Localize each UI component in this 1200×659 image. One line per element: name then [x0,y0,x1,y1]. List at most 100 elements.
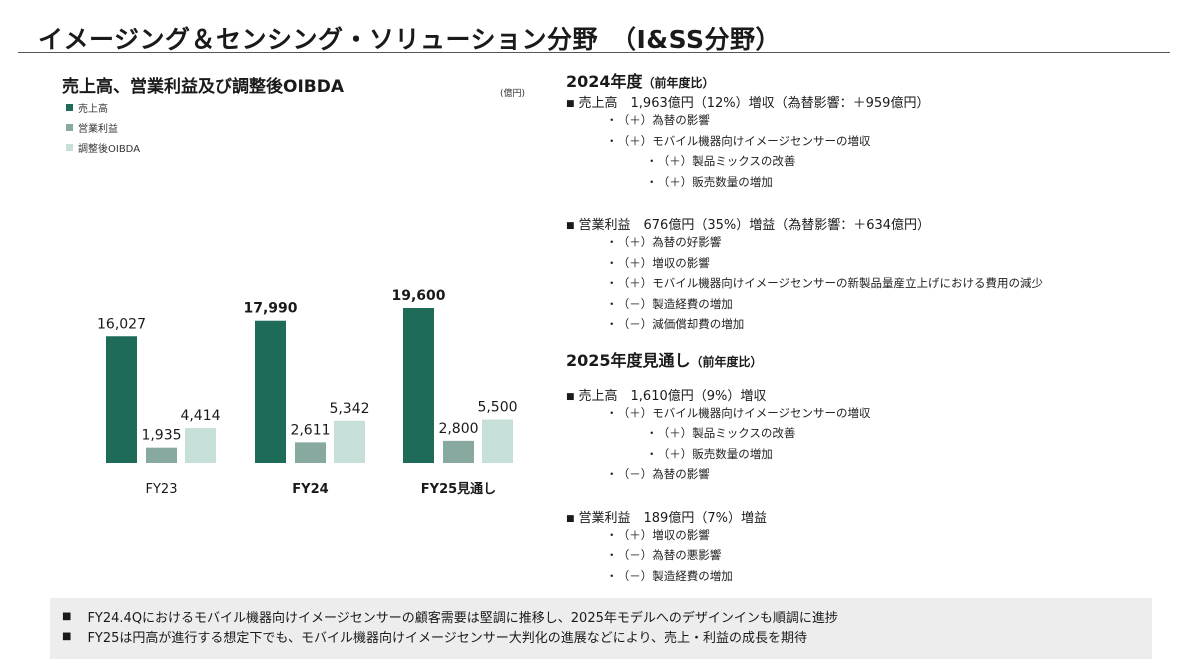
summary-box: ■ FY24.4Qにおけるモバイル機器向けイメージセンサーの顧客需要は堅調に推移… [50,598,1152,659]
bullet-dot: ・ [646,426,658,440]
factor-sign: （＋） [663,174,693,189]
factor-text: 増収の影響 [652,255,710,270]
bullet-square-icon: ■ [566,99,575,109]
bullet-dot: ・ [606,405,618,420]
bullet-dot: ・ [606,113,618,127]
factor-item: ・ （＋）増収の影響 [566,255,1176,276]
factor-text: 製品ミックスの改善 [692,154,796,168]
bullet-dot: ・ [606,276,618,290]
bullet-square-icon: ■ [566,391,575,402]
bullet-dot: ・ [606,568,618,583]
factor-item: ・ （＋）為替の好影響 [566,234,1176,255]
factor-item: ・ （－）為替の影響 [566,466,1176,487]
legend-item-operating-income: 営業利益 [66,117,140,137]
bar-oibda-2 [482,419,513,463]
bullet-heading: ■ 営業利益 189億円（7%）増益 [566,507,1176,527]
bullet-dot: ・ [606,255,618,270]
legend-label-sales: 売上高 [78,103,108,115]
section-title-0: 2024年度（前年度比） [566,68,1176,92]
bar-operating-income-2 [443,440,474,463]
bar-oibda-1 [334,420,365,463]
bullet-heading-text: 営業利益 189億円（7%）増益 [578,510,767,526]
bar-sales-2 [403,308,434,463]
category-label-1: FY24 [292,482,328,497]
section-title-text: 2024年度 [566,72,643,91]
factor-text: 販売数量の増加 [692,446,773,461]
bar-operating-income-0 [146,447,177,463]
factor-item: ・ （＋）為替の影響 [566,112,1176,133]
category-label-2: FY25見通し [421,481,496,497]
factor-text: 為替の影響 [652,113,710,127]
factor-text: 減価償却費の増加 [652,317,745,331]
bullet-dot: ・ [606,467,618,481]
factor-text: 製品ミックスの改善 [692,426,796,440]
bullet-heading: ■ 売上高 1,610億円（9%）増収 [566,385,1176,405]
factor-item: ・ （－）製造経費の増加 [566,568,1176,589]
factor-sign: （＋） [623,133,653,148]
factor-sign: （－） [623,548,653,562]
factor-sign: （－） [623,296,653,311]
factor-item: ・ （＋）モバイル機器向けイメージセンサーの増収 [566,405,1176,426]
bullet-dot: ・ [606,527,618,542]
factor-sign: （＋） [623,113,653,127]
data-label-operating-income-2: 2,800 [438,421,478,437]
bullet-square-icon: ■ [566,513,575,524]
factor-item: ・ （＋）販売数量の増加 [566,174,1176,195]
factor-text: 販売数量の増加 [692,174,773,189]
bullet-dot: ・ [646,174,658,189]
factor-sign: （－） [623,317,653,331]
factor-item: ・ （＋）販売数量の増加 [566,446,1176,467]
legend-label-oibda: 調整後OIBDA [78,143,141,155]
factor-sign: （＋） [663,446,693,461]
factor-text: 製造経費の増加 [652,568,733,583]
data-label-sales-2: 19,600 [391,288,445,304]
bullet-dot: ・ [606,548,618,562]
legend-swatch-operating-income [66,123,73,131]
bar-sales-0 [106,336,137,463]
factor-item: ・ （＋）モバイル機器向けイメージセンサーの増収 [566,133,1176,154]
bullet-dot: ・ [606,317,618,331]
factor-item: ・ （＋）増収の影響 [566,527,1176,548]
section-title-text: 2025年度見通し [566,350,691,370]
commentary-section-1: 2025年度見通し（前年度比） ■ 売上高 1,610億円（9%）増収・（＋）モバイ… [566,347,1176,589]
factor-item: ・ （＋）製品ミックスの改善 [566,425,1176,446]
factor-item: ・ （－）製造経費の増加 [566,296,1176,317]
page-title: イメージング＆センシング・ソリューション分野 （I&SS分野） [38,25,781,54]
factor-item: ・ （－）減価償却費の増加 [566,316,1176,337]
factor-item: ・ （＋）製品ミックスの改善 [566,153,1176,174]
chart-legend: 売上高 営業利益 調整後OIBDA [66,97,140,157]
data-label-sales-1: 17,990 [243,301,297,317]
bullet-square-icon: ■ [566,221,575,231]
factor-text: 為替の影響 [652,467,710,481]
commentary-section-0: 2024年度（前年度比） ■ 売上高 1,963億円（12%）増収（為替影響：＋95… [566,68,1176,337]
section-subtitle: （前年度比） [642,76,715,90]
bullet-heading: ■ 営業利益 676億円（35%）増益（為替影響：＋634億円） [566,214,1176,234]
factor-sign: （＋） [623,255,653,270]
factor-text: 製造経費の増加 [652,296,733,311]
factor-sign: （＋） [623,235,653,249]
title-divider [18,52,1170,53]
summary-text-1: FY24.4Qにおけるモバイル機器向けイメージセンサーの顧客需要は堅調に推移し、… [87,610,838,626]
bullet-dot: ・ [606,133,618,148]
legend-item-sales: 売上高 [66,97,140,117]
legend-label-operating-income: 営業利益 [78,123,118,135]
factor-text: 増収の影響 [652,527,710,542]
factor-sign: （＋） [623,527,653,542]
summary-text-2: FY25は円高が進行する想定下でも、モバイル機器向けイメージセンサー大判化の進展… [87,630,807,646]
legend-swatch-sales [66,103,73,111]
factor-sign: （－） [623,568,653,583]
legend-swatch-oibda [66,143,73,151]
legend-item-oibda: 調整後OIBDA [66,137,140,157]
bullet-dot: ・ [646,154,658,168]
bullet-dot: ・ [606,235,618,249]
data-label-oibda-2: 5,500 [477,400,517,416]
bullet-heading-text: 売上高 1,963億円（12%）増収（為替影響：＋959億円） [578,96,930,111]
chart-unit: (億円) [500,89,526,99]
factor-sign: （＋） [623,276,653,290]
factor-text: 為替の悪影響 [652,548,722,562]
bar-sales-1 [255,320,286,463]
data-label-oibda-0: 4,414 [180,408,220,424]
factor-sign: （＋） [663,154,693,168]
data-label-operating-income-1: 2,611 [290,422,330,438]
factor-sign: （＋） [663,426,693,440]
